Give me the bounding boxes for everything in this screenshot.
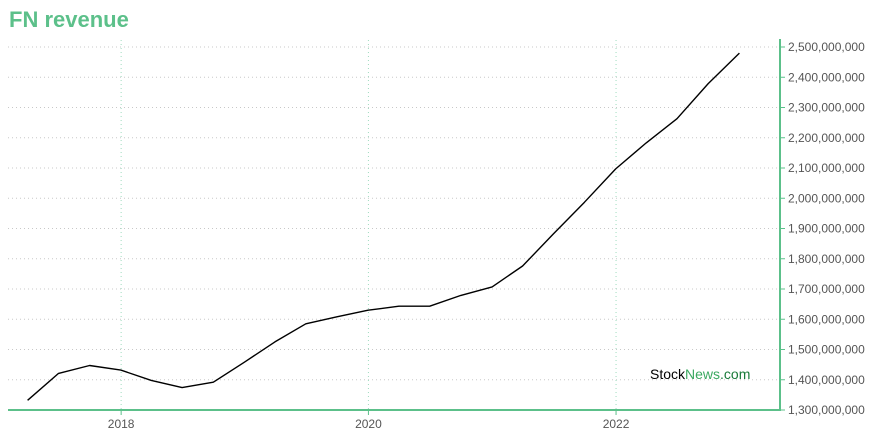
y-tick-label: 2,200,000,000 xyxy=(788,131,865,145)
chart-title: FN revenue xyxy=(9,7,129,32)
y-tick-label: 2,300,000,000 xyxy=(788,101,865,115)
x-tick-label: 2020 xyxy=(355,417,382,431)
x-tick-label: 2018 xyxy=(108,417,135,431)
y-tick-label: 1,500,000,000 xyxy=(788,343,865,357)
y-tick-label: 2,000,000,000 xyxy=(788,191,865,205)
y-tick-label: 2,100,000,000 xyxy=(788,161,865,175)
y-tick-label: 1,300,000,000 xyxy=(788,403,865,417)
horizontal-gridlines xyxy=(8,46,780,411)
y-tick-label: 1,800,000,000 xyxy=(788,252,865,266)
y-tick-label: 2,400,000,000 xyxy=(788,70,865,84)
watermark-part-1: Stock xyxy=(650,366,686,382)
axes xyxy=(8,39,785,415)
watermark-part-2: News xyxy=(685,366,720,382)
series-group xyxy=(27,52,740,401)
y-tick-label: 1,900,000,000 xyxy=(788,222,865,236)
y-tick-label: 1,700,000,000 xyxy=(788,282,865,296)
watermark-part-3: .com xyxy=(720,366,750,382)
y-tick-labels: 1,300,000,000 1,400,000,000 1,500,000,000 1… xyxy=(788,40,865,417)
x-tick-label: 2022 xyxy=(603,417,630,431)
x-tick-labels: 2018 2020 2022 xyxy=(108,417,630,431)
y-tick-label: 1,600,000,000 xyxy=(788,312,865,326)
y-tick-label: 1,400,000,000 xyxy=(788,373,865,387)
vertical-gridlines xyxy=(120,40,617,410)
watermark: StockNews.com xyxy=(650,366,750,382)
revenue-line xyxy=(27,52,740,401)
y-tick-label: 2,500,000,000 xyxy=(788,40,865,54)
